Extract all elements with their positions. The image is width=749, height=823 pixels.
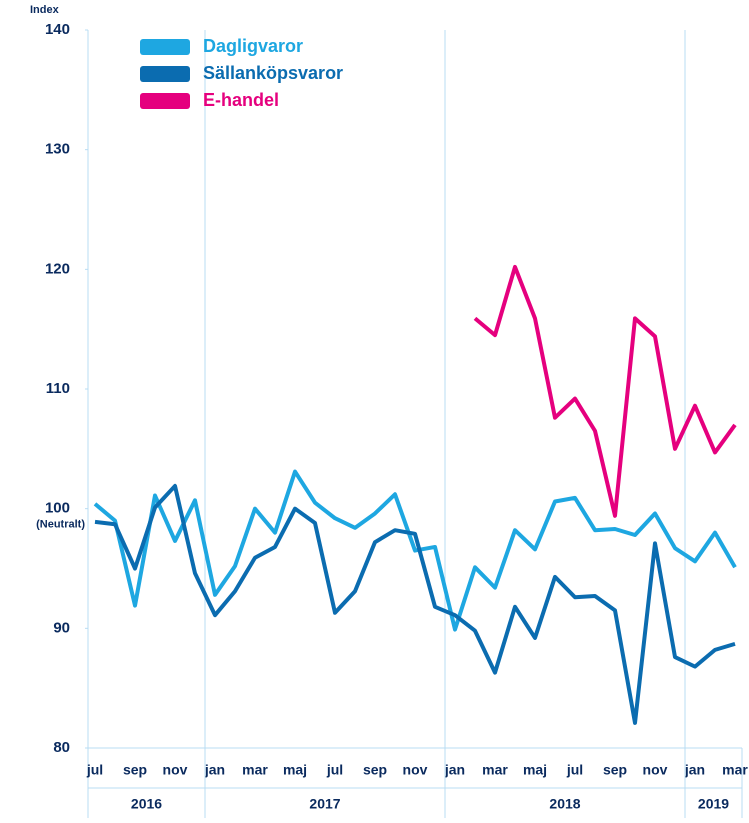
legend-swatch xyxy=(140,93,190,109)
year-label: 2018 xyxy=(549,796,580,812)
x-tick-label: nov xyxy=(403,762,428,778)
y-axis-label: Index xyxy=(30,4,60,16)
year-label: 2016 xyxy=(131,796,162,812)
x-tick-label: maj xyxy=(523,762,547,778)
x-tick-label: sep xyxy=(123,762,147,778)
year-label: 2019 xyxy=(698,796,729,812)
y-tick-label: 120 xyxy=(45,260,70,277)
y-tick-label: 130 xyxy=(45,141,70,158)
x-tick-label: nov xyxy=(163,762,188,778)
x-tick-label: jan xyxy=(444,762,465,778)
legend-label: Dagligvaror xyxy=(203,36,303,56)
y-tick-label: 100 xyxy=(45,500,70,517)
series-line xyxy=(473,264,737,518)
y-tick-label: 80 xyxy=(53,739,70,756)
x-tick-label: sep xyxy=(603,762,627,778)
series-line xyxy=(93,469,737,632)
x-tick-label: jan xyxy=(204,762,225,778)
x-tick-label: jan xyxy=(684,762,705,778)
x-tick-label: sep xyxy=(363,762,387,778)
x-tick-label: jul xyxy=(566,762,583,778)
x-tick-label: mar xyxy=(482,762,508,778)
series-line xyxy=(94,483,736,725)
x-tick-label: mar xyxy=(722,762,748,778)
reference-label: (Neutralt) xyxy=(36,519,85,531)
legend-swatch xyxy=(140,66,190,82)
x-tick-label: jul xyxy=(86,762,103,778)
y-tick-label: 110 xyxy=(46,380,70,397)
x-tick-label: mar xyxy=(242,762,268,778)
legend-label: E-handel xyxy=(203,90,279,110)
x-tick-label: nov xyxy=(643,762,668,778)
year-label: 2017 xyxy=(309,796,340,812)
y-tick-label: 90 xyxy=(53,619,70,636)
legend-label: Sällanköpsvaror xyxy=(203,63,343,83)
x-tick-label: jul xyxy=(326,762,343,778)
x-tick-label: maj xyxy=(283,762,307,778)
legend-swatch xyxy=(140,39,190,55)
y-tick-label: 140 xyxy=(45,21,70,38)
